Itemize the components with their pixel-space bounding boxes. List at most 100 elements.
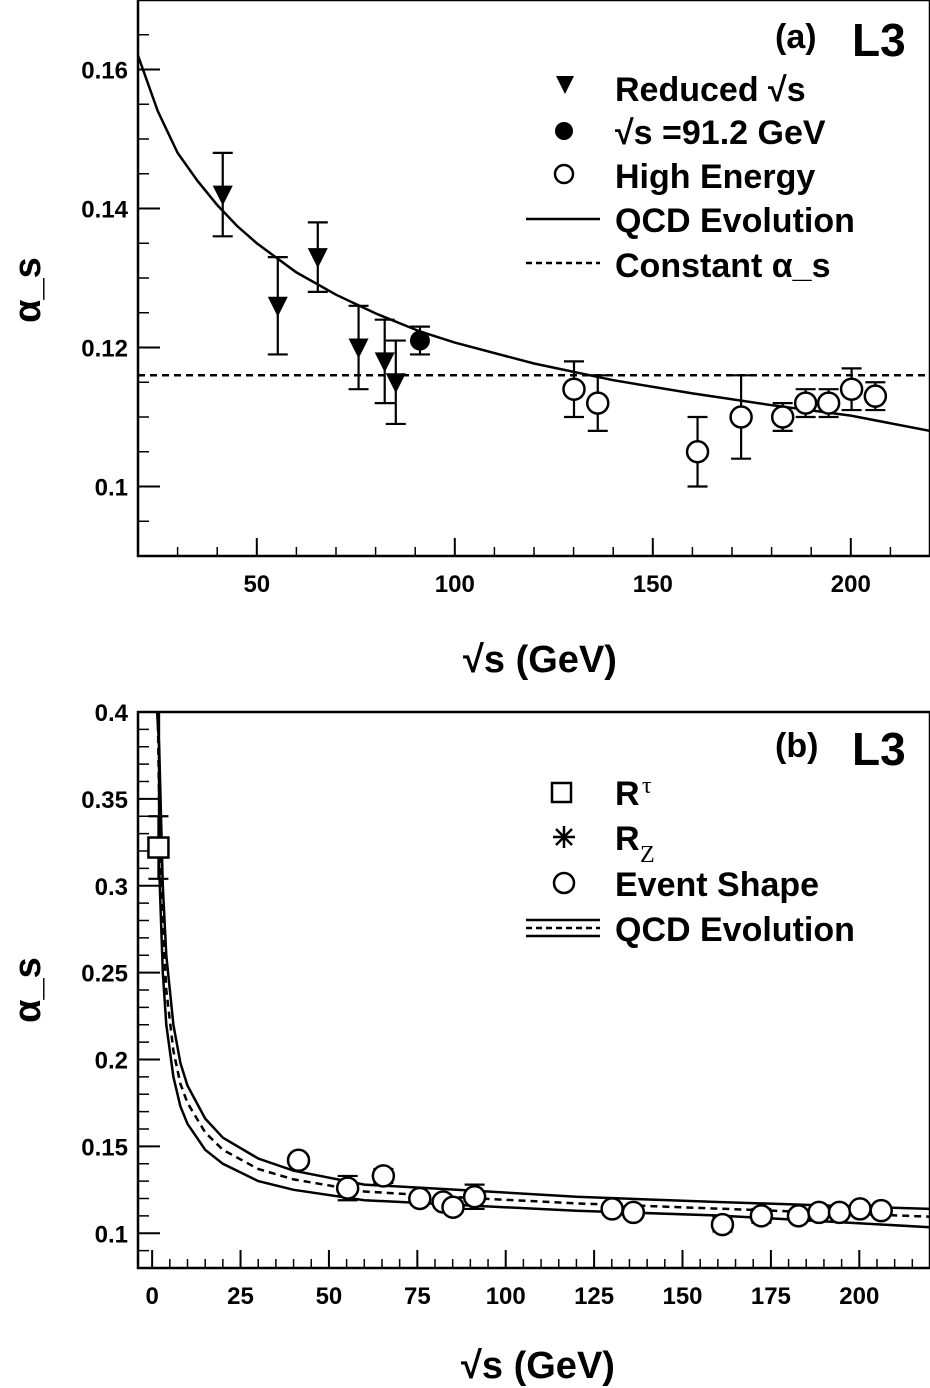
panel-b-ticks	[138, 711, 930, 1269]
high-energy-point	[441, 1195, 465, 1219]
panel-b-x-tick-label: 100	[486, 1283, 526, 1310]
panel-b-y-tick-label: 0.3	[95, 874, 128, 901]
panel-a-x-tick-label: 150	[633, 571, 673, 598]
panel-b-y-tick-label: 0.35	[81, 787, 128, 814]
reduced-energy-point	[267, 296, 288, 317]
panel-a-ticks	[138, 0, 930, 557]
panel-b-frame	[136, 710, 930, 1270]
high-energy-point	[335, 1176, 360, 1200]
legend-qcd-label: QCD Evolution	[615, 202, 855, 240]
legend-constant-label: Constant α_s	[615, 247, 831, 285]
panel-b: 0 25 50 75 100 125 150 175 200 0.1 0.15 0.2 0.25 0.3 0…	[7, 700, 930, 1387]
high-energy-point	[869, 1198, 893, 1223]
z-peak-point	[409, 330, 430, 351]
panel-b-x-tick-label: 125	[574, 1283, 614, 1310]
panel-a: 50 100 150 200 0.1 0.12 0.14 0.16 (a) L3 Reduce…	[7, 0, 930, 681]
qcd-band-upper-curve	[155, 711, 930, 1211]
panel-a-points	[212, 151, 888, 488]
legend-qcd-band-label: QCD Evolution	[615, 911, 855, 949]
legend-high-energy-marker	[553, 163, 575, 185]
panel-b-y-tick-label: 0.1	[95, 1221, 128, 1248]
high-energy-point	[807, 1200, 831, 1225]
reduced-energy-point	[385, 373, 406, 394]
legend-rtau-subscript: τ	[642, 773, 652, 799]
panel-b-y-tick-label: 0.25	[81, 961, 128, 988]
high-energy-point	[371, 1164, 396, 1188]
panel-b-x-tick-label: 200	[839, 1283, 879, 1310]
legend-z-peak-marker	[555, 122, 573, 140]
legend-rtau-marker	[550, 781, 573, 804]
panel-a-label: (a)	[775, 18, 817, 56]
high-energy-point	[770, 405, 795, 429]
high-energy-point	[710, 1212, 735, 1237]
panel-b-x-tick-label: 150	[662, 1283, 702, 1310]
panel-a-y-tick-label: 0.12	[81, 336, 128, 363]
high-energy-point	[848, 1197, 872, 1221]
high-energy-point	[286, 1148, 311, 1173]
high-energy-point	[749, 1204, 774, 1228]
legend-rz-marker	[553, 826, 575, 848]
panel-b-label: (b)	[775, 727, 818, 765]
panel-b-xlabel: √s (GeV)	[461, 1345, 615, 1387]
panel-a-tick-labels: 50 100 150 200 0.1 0.12 0.14 0.16	[81, 58, 871, 599]
panel-b-points	[147, 815, 893, 1237]
high-energy-point	[586, 391, 610, 415]
panel-b-y-tick-label: 0.4	[95, 700, 129, 727]
panel-b-curves	[155, 711, 930, 1229]
high-energy-point	[562, 377, 586, 401]
panel-b-x-tick-label: 75	[404, 1283, 431, 1310]
high-energy-point	[793, 391, 818, 415]
panel-a-ylabel: α_s	[7, 257, 49, 323]
legend-event-shape-marker	[552, 871, 576, 895]
panel-b-experiment-label: L3	[852, 723, 906, 775]
r-tau-point	[147, 836, 170, 859]
high-energy-point	[729, 405, 753, 429]
panel-a-y-tick-label: 0.16	[81, 58, 128, 85]
panel-a-x-tick-label: 100	[435, 571, 475, 598]
panel-a-curves	[136, 55, 930, 433]
reduced-energy-point	[348, 338, 369, 359]
high-energy-point	[685, 440, 710, 464]
high-energy-point	[600, 1197, 624, 1221]
panel-b-x-tick-label: 50	[316, 1283, 343, 1310]
panel-b-x-tick-label: 175	[751, 1283, 791, 1310]
legend-z-peak-label: √s =91.2 GeV	[615, 114, 826, 152]
high-energy-point	[462, 1185, 487, 1209]
legend-high-energy-label: High Energy	[615, 158, 815, 196]
panel-a-legend: Reduced √s √s =91.2 GeV High Energy QCD …	[526, 71, 855, 285]
panel-a-xlabel: √s (GeV)	[463, 639, 617, 681]
high-energy-point	[863, 384, 888, 408]
qcd-evolution-curve	[136, 55, 930, 433]
legend-reduced-label: Reduced √s	[615, 71, 806, 109]
high-energy-point	[621, 1200, 646, 1225]
panel-a-y-tick-label: 0.14	[81, 197, 128, 224]
panel-a-experiment-label: L3	[852, 14, 906, 66]
high-energy-point	[816, 391, 841, 415]
panel-a-x-tick-label: 50	[243, 571, 270, 598]
panel-b-y-tick-label: 0.2	[95, 1048, 128, 1075]
high-energy-point	[408, 1186, 432, 1211]
panel-b-legend: R τ R Z Event Shape QCD Evolution	[526, 773, 855, 949]
legend-qcd-band-marker	[526, 918, 600, 938]
panel-b-y-tick-label: 0.15	[81, 1134, 128, 1161]
reduced-energy-point	[374, 352, 395, 373]
high-energy-point	[839, 377, 864, 401]
panel-b-ylabel: α_s	[7, 957, 49, 1023]
legend-rz-subscript: Z	[640, 842, 655, 868]
panel-a-y-tick-label: 0.1	[95, 475, 128, 502]
qcd-band-central-curve	[156, 711, 930, 1218]
panel-b-x-tick-label: 25	[227, 1283, 254, 1310]
panel-b-tick-labels: 0 25 50 75 100 125 150 175 200 0.1 0.15 0.2 0.25 0.3 0…	[81, 700, 879, 1310]
reduced-energy-point	[307, 248, 328, 269]
legend-event-shape-label: Event Shape	[615, 866, 819, 904]
legend-reduced-marker	[556, 76, 574, 94]
high-energy-point	[786, 1204, 811, 1228]
legend-rz-label: R	[615, 820, 640, 858]
panel-a-x-tick-label: 200	[831, 571, 871, 598]
legend-rtau-label: R	[615, 775, 640, 813]
high-energy-point	[827, 1200, 852, 1225]
reduced-energy-point	[212, 185, 233, 206]
qcd-band-lower-curve	[157, 711, 930, 1229]
panel-b-x-tick-label: 0	[145, 1283, 158, 1310]
